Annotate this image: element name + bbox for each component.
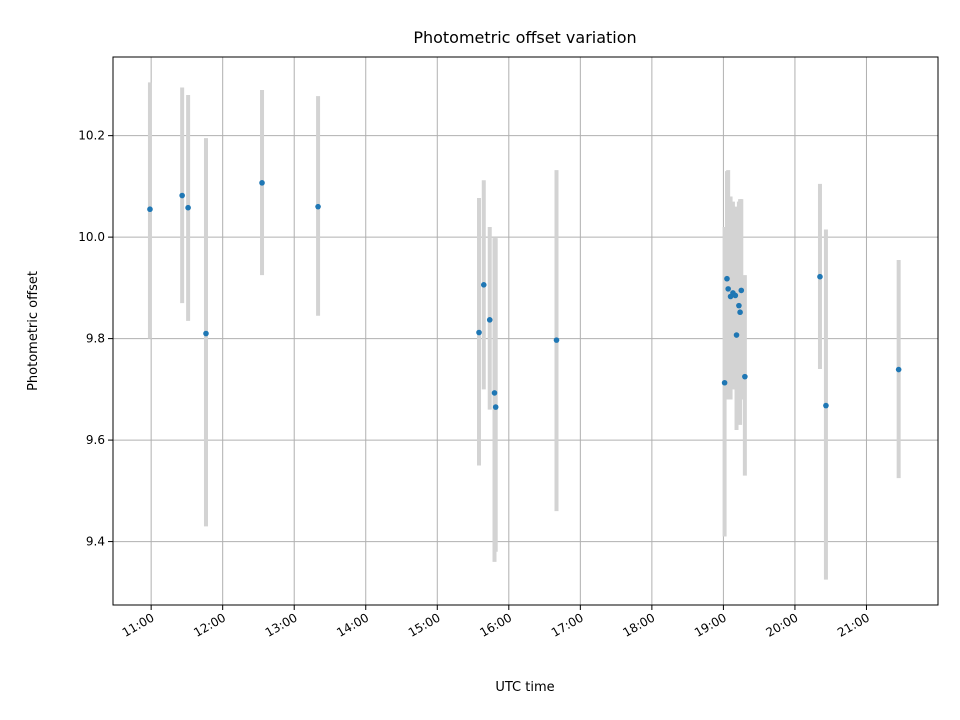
x-axis-ticks: 11:00 12:00 13:00 14:00 15:00 16:00 17:00 18:00… bbox=[120, 605, 872, 640]
y-tick-label: 9.6 bbox=[86, 433, 105, 447]
x-tick-label: 15:00 bbox=[406, 610, 443, 639]
data-point bbox=[480, 282, 487, 288]
data-point bbox=[895, 366, 902, 373]
y-axis-label: Photometric offset bbox=[26, 271, 41, 391]
data-point bbox=[817, 273, 823, 280]
data-point bbox=[732, 292, 739, 299]
data-point bbox=[737, 309, 743, 316]
data-point bbox=[721, 379, 728, 386]
x-axis-label: UTC time bbox=[495, 680, 554, 695]
x-tick-label: 18:00 bbox=[620, 610, 657, 639]
data-point bbox=[724, 275, 730, 282]
x-tick-label: 21:00 bbox=[835, 610, 872, 639]
data-point bbox=[491, 390, 498, 396]
data-point bbox=[492, 404, 499, 410]
data-point bbox=[742, 373, 748, 380]
data-point bbox=[725, 286, 731, 292]
error-bars bbox=[147, 82, 901, 580]
plot-frame bbox=[112, 56, 939, 606]
data-point bbox=[147, 206, 153, 213]
data-point bbox=[179, 192, 185, 199]
data-point bbox=[203, 330, 209, 337]
x-tick-label: 16:00 bbox=[477, 610, 514, 639]
data-point bbox=[259, 180, 265, 186]
grid bbox=[113, 57, 938, 605]
x-tick-label: 12:00 bbox=[191, 610, 228, 639]
data-point bbox=[738, 287, 745, 294]
y-tick-label: 10.2 bbox=[78, 129, 105, 143]
x-tick-label: 13:00 bbox=[263, 610, 300, 639]
data-point bbox=[823, 402, 829, 409]
data-point bbox=[185, 204, 191, 211]
chart-title: Photometric offset variation bbox=[413, 28, 636, 47]
data-point bbox=[315, 203, 321, 210]
x-tick-label: 20:00 bbox=[763, 610, 800, 639]
x-tick-label: 17:00 bbox=[549, 610, 586, 639]
data-point bbox=[733, 332, 740, 338]
y-tick-label: 9.8 bbox=[86, 332, 105, 346]
x-tick-label: 19:00 bbox=[692, 610, 729, 639]
x-tick-label: 11:00 bbox=[120, 610, 157, 639]
data-point bbox=[553, 337, 560, 343]
y-tick-label: 10.0 bbox=[78, 230, 105, 244]
data-point bbox=[736, 302, 742, 309]
y-tick-label: 9.4 bbox=[86, 535, 105, 549]
y-axis-ticks: 9.4 9.6 9.8 10.0 10.2 bbox=[78, 129, 113, 549]
x-tick-label: 14:00 bbox=[334, 610, 371, 639]
data-point bbox=[486, 317, 493, 323]
data-point bbox=[476, 329, 482, 336]
data-points bbox=[147, 180, 902, 410]
